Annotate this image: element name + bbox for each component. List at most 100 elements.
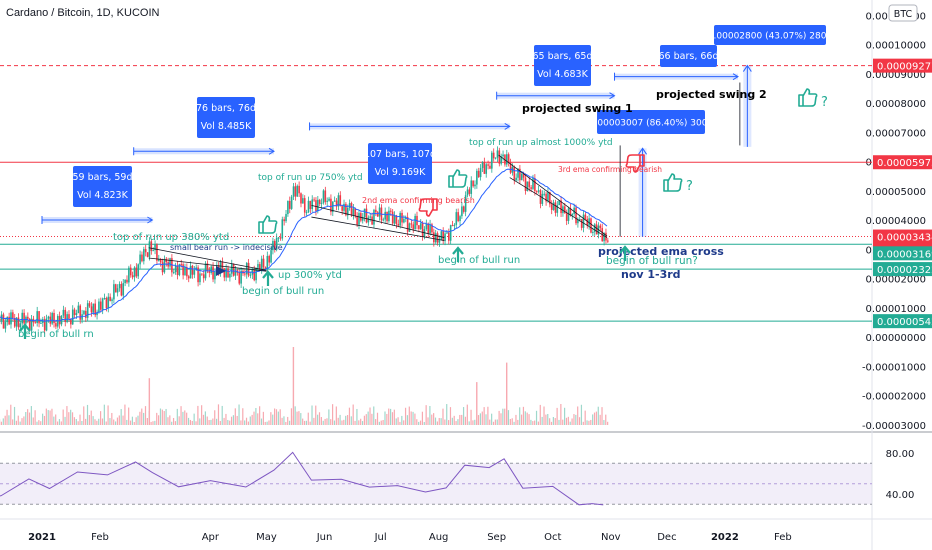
- candle-body: [182, 264, 184, 276]
- volume-bar: [109, 418, 111, 425]
- candle-body: [603, 232, 605, 242]
- volume-bar: [288, 420, 291, 425]
- volume-bar: [296, 411, 298, 425]
- volume-bar: [414, 413, 416, 425]
- candle-body: [571, 214, 574, 216]
- volume-bar: [294, 406, 296, 425]
- annotation: small bear run -> indecisive: [170, 243, 283, 252]
- annotation: begin of bull run?: [606, 255, 698, 267]
- volume-bar: [234, 408, 236, 425]
- candle-body: [249, 274, 252, 276]
- volume-bar: [232, 415, 235, 425]
- volume-bar: [17, 415, 19, 425]
- candle-body: [264, 267, 267, 269]
- volume-bar: [534, 420, 536, 425]
- trend-line: [311, 204, 445, 238]
- volume-bar: [530, 419, 532, 425]
- candle-body: [343, 203, 345, 211]
- volume-bar: [247, 421, 250, 425]
- volume-bar: [404, 407, 407, 425]
- volume-bar: [592, 414, 594, 425]
- volume-bar: [81, 421, 83, 425]
- candle-body: [360, 213, 362, 221]
- annotation: begin of bull run: [242, 286, 324, 297]
- candle-body: [152, 250, 154, 252]
- candle-body: [90, 306, 93, 313]
- candle-body: [23, 312, 25, 324]
- candle-body: [30, 318, 33, 331]
- volume-bar: [249, 416, 251, 425]
- candle-body: [223, 268, 226, 278]
- volume-bar: [187, 417, 190, 425]
- volume-bar: [365, 414, 367, 425]
- candle-body: [259, 264, 261, 271]
- candle-body: [552, 202, 555, 210]
- volume-bar: [322, 420, 324, 425]
- volume-bar: [28, 412, 31, 425]
- volume-bar: [144, 406, 147, 425]
- candle-body: [154, 244, 156, 251]
- volume-bar: [60, 421, 62, 425]
- candle-body: [25, 316, 27, 324]
- trend-line: [148, 247, 267, 271]
- volume-bar: [504, 408, 506, 425]
- volume-bar: [318, 412, 321, 425]
- range-bracket-arrow: [504, 122, 511, 130]
- candle-body: [230, 263, 233, 274]
- candle-body: [221, 261, 224, 269]
- candle-body: [382, 219, 385, 221]
- volume-bar: [131, 416, 134, 425]
- volume-bar: [90, 410, 92, 425]
- candle-body: [191, 265, 194, 275]
- projection-label-box: [597, 110, 705, 134]
- volume-bar: [335, 406, 337, 425]
- annotation: begin of bull run: [438, 255, 520, 266]
- volume-bar: [19, 421, 21, 425]
- candle-body: [141, 254, 143, 262]
- candle-body: [105, 297, 108, 309]
- volume-bar: [524, 411, 526, 425]
- candle-body: [100, 301, 102, 310]
- candle-body: [476, 170, 478, 185]
- thumbs-up-icon: [258, 215, 278, 234]
- candle-body: [309, 200, 312, 210]
- volume-bar: [15, 420, 18, 425]
- volume-bar: [535, 410, 538, 425]
- volume-bar: [466, 404, 468, 425]
- candle-body: [573, 207, 575, 215]
- candle-body: [159, 259, 162, 263]
- candle-body: [187, 276, 190, 279]
- candle-body: [202, 274, 205, 279]
- volume-bar: [468, 421, 470, 425]
- volume-bar: [212, 418, 214, 425]
- volume-bar: [547, 413, 549, 425]
- volume-bar: [141, 408, 143, 425]
- range-info-vol: Vol 8.485K: [201, 121, 252, 132]
- volume-bar: [378, 421, 380, 425]
- volume-bar: [75, 419, 77, 425]
- thumbs-up-icon: [798, 88, 818, 107]
- candle-body: [68, 314, 70, 319]
- y-tick-label: 0.00008000: [866, 99, 926, 110]
- up-arrow: [452, 246, 464, 262]
- volume-bar: [25, 411, 27, 425]
- candle-body: [446, 232, 448, 234]
- candle-body: [266, 255, 269, 269]
- volume-bar: [367, 411, 369, 425]
- rsi-band: [0, 463, 872, 505]
- volume-bar: [384, 411, 386, 425]
- volume-bar: [324, 418, 326, 425]
- candle-body: [562, 206, 564, 214]
- candle-body: [161, 262, 164, 273]
- candle-body: [390, 210, 392, 212]
- volume-bar: [42, 413, 44, 425]
- candle-body: [71, 309, 74, 325]
- candle-body: [558, 200, 560, 206]
- price-tag: [873, 314, 932, 329]
- candle-body: [58, 315, 61, 325]
- annotation: ?: [686, 179, 693, 194]
- volume-bar: [126, 419, 128, 425]
- volume-bar: [520, 414, 523, 425]
- candle-body: [12, 312, 14, 319]
